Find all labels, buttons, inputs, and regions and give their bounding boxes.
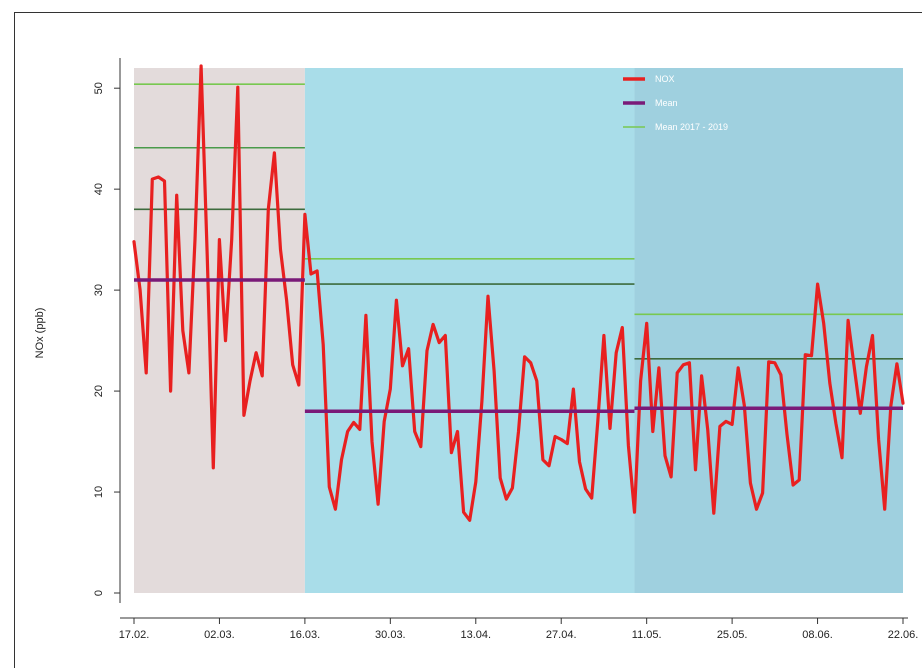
legend-label: Mean	[655, 98, 678, 108]
y-tick-label: 20	[93, 385, 105, 397]
x-tick-label: 30.03.	[375, 629, 406, 641]
x-tick-label: 22.06.	[888, 629, 919, 641]
period-backgrounds	[134, 68, 903, 593]
x-tick-label: 02.03.	[204, 629, 235, 641]
x-tick-label: 25.05.	[717, 629, 748, 641]
x-tick-label: 11.05.	[632, 629, 662, 641]
x-tick-label: 08.06.	[802, 629, 833, 641]
axes: 0 10 20 30 40 50 17.02. 02.03. 16.03. 30.03. 13.04…	[93, 58, 918, 641]
y-tick-label: 50	[93, 82, 105, 94]
y-tick-label: 0	[93, 590, 105, 596]
nox-line	[132, 64, 905, 522]
mean-lines	[134, 278, 903, 414]
y-axis-label: NOx (ppb)	[34, 308, 46, 359]
y-tick-label: 30	[93, 284, 105, 296]
legend-label: NOX	[655, 74, 675, 84]
x-tick-label: 16.03.	[290, 629, 321, 641]
nox-chart: 0 10 20 30 40 50 17.02. 02.03. 16.03. 30.03. 13.04…	[34, 58, 918, 641]
chart-frame: 0 10 20 30 40 50 17.02. 02.03. 16.03. 30.03. 13.04…	[14, 12, 922, 668]
historic-mean-lines	[134, 83, 903, 360]
nox-series	[132, 64, 905, 522]
x-tick-label: 13.04.	[460, 629, 491, 641]
period-background-1	[134, 68, 305, 593]
x-tick-label: 17.02.	[119, 629, 150, 641]
x-tick-label: 27.04.	[546, 629, 577, 641]
period-background-3	[634, 68, 903, 593]
legend: NOX Mean Mean 2017 - 2019	[623, 74, 728, 132]
y-tick-label: 10	[93, 486, 105, 498]
y-tick-label: 40	[93, 183, 105, 195]
period-background-2	[304, 68, 635, 593]
legend-label: Mean 2017 - 2019	[655, 122, 728, 132]
